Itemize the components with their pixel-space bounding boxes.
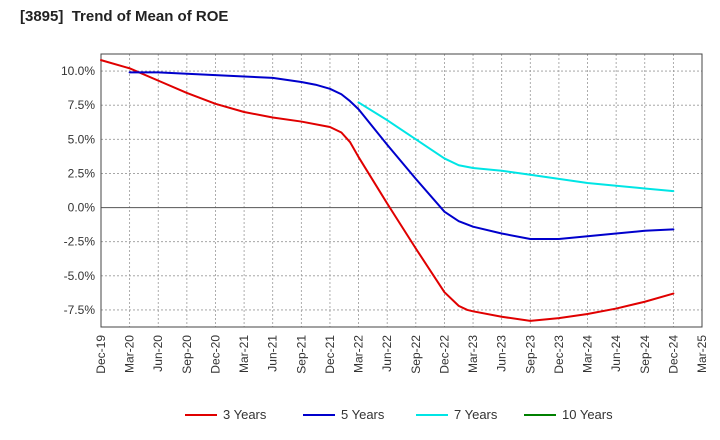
x-tick-label: Jun-21: [266, 335, 280, 372]
x-tick-label: Dec-22: [437, 335, 451, 374]
x-tick-label: Jun-24: [609, 335, 623, 372]
x-tick-label: Dec-23: [552, 335, 566, 374]
y-tick-label: -7.5%: [64, 303, 96, 317]
y-tick-label: 0.0%: [68, 201, 96, 215]
x-tick-label: Sep-21: [294, 335, 308, 374]
x-tick-label: Mar-20: [123, 335, 137, 373]
x-tick-label: Jun-23: [495, 335, 509, 372]
legend-label: 5 Years: [341, 407, 385, 422]
x-tick-label: Sep-24: [638, 335, 652, 374]
x-tick-label: Dec-19: [94, 335, 108, 374]
x-tick-label: Dec-21: [323, 335, 337, 374]
plot-frame: [100, 53, 703, 328]
y-tick-label: -2.5%: [64, 235, 96, 249]
y-tick-label: 2.5%: [68, 166, 96, 180]
y-tick-label: 7.5%: [68, 98, 96, 112]
plot-area: [101, 54, 702, 327]
x-tick-label: Mar-25: [695, 335, 709, 373]
x-tick-label: Mar-24: [581, 335, 595, 373]
y-tick-label: -5.0%: [64, 269, 96, 283]
x-tick-label: Sep-20: [180, 335, 194, 374]
x-tick-label: Mar-22: [352, 335, 366, 373]
legend-label: 3 Years: [223, 407, 267, 422]
legend-label: 10 Years: [562, 407, 613, 422]
series-line: [357, 101, 675, 193]
x-tick-label: Jun-22: [380, 335, 394, 372]
x-tick-label: Sep-22: [409, 335, 423, 374]
series-line: [100, 59, 675, 322]
chart-title: [3895] Trend of Mean of ROE: [20, 8, 229, 25]
series-line: [128, 71, 675, 240]
x-tick-label: Sep-23: [523, 335, 537, 374]
x-tick-label: Dec-24: [666, 335, 680, 374]
x-tick-label: Mar-21: [237, 335, 251, 373]
y-tick-label: 10.0%: [61, 64, 95, 78]
x-tick-label: Mar-23: [466, 335, 480, 373]
legend-label: 7 Years: [454, 407, 498, 422]
x-tick-label: Jun-20: [151, 335, 165, 372]
x-tick-label: Dec-20: [208, 335, 222, 374]
y-tick-label: 5.0%: [68, 132, 96, 146]
